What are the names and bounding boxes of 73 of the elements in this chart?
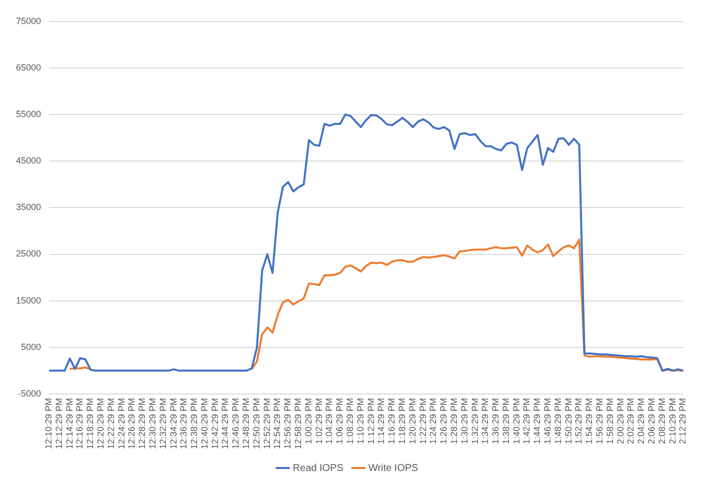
x-tick-label: 2:00:29 PM (615, 398, 626, 444)
x-tick-label: 12:32:29 PM (158, 398, 168, 450)
y-tick-label: 15000 (16, 295, 42, 306)
x-tick-label: 2:10:29 PM (667, 398, 678, 444)
x-tick-label: 2:12:29 PM (678, 398, 688, 444)
x-tick-label: 1:44:29 PM (532, 398, 542, 444)
y-tick-label: 25000 (16, 248, 42, 259)
x-tick-label: 1:06:29 PM (334, 398, 345, 444)
x-tick-label: 1:26:29 PM (438, 398, 449, 444)
x-tick-label: 12:52:29 PM (262, 398, 272, 450)
x-tick-label: 12:22:29 PM (106, 398, 116, 450)
x-tick-label: 12:34:29 PM (168, 398, 178, 450)
x-tick-label: 1:24:29 PM (428, 398, 438, 444)
x-tick-label: 12:16:29 PM (74, 398, 85, 450)
x-tick-label: 12:50:29 PM (251, 398, 262, 450)
x-tick-label: 12:24:29 PM (116, 398, 126, 450)
x-tick-label: 12:10:29 PM (44, 398, 54, 450)
x-tick-label: 1:20:29 PM (407, 398, 418, 444)
x-tick-label: 12:42:29 PM (210, 398, 220, 450)
x-tick-label: 1:28:29 PM (448, 398, 459, 444)
x-tick-label: 1:36:29 PM (490, 398, 501, 444)
x-tick-label: 12:56:29 PM (282, 398, 293, 450)
x-tick-label: 1:42:29 PM (522, 398, 532, 444)
x-tick-label: 1:22:29 PM (418, 398, 428, 444)
x-tick-label: 1:38:29 PM (500, 398, 511, 444)
x-tick-label: 1:34:29 PM (480, 398, 490, 444)
x-tick-label: 1:02:29 PM (314, 398, 324, 444)
y-tick-label: 35000 (16, 202, 42, 212)
y-tick-label: -5000 (18, 388, 42, 398)
x-tick-label: 12:26:29 PM (126, 398, 137, 450)
x-tick-label: 1:00:29 PM (303, 398, 314, 444)
x-tick-label: 2:06:29 PM (646, 398, 656, 444)
x-tick-label: 12:12:29 PM (54, 398, 64, 450)
x-tick-label: 12:48:29 PM (241, 398, 252, 450)
x-tick-label: 1:18:29 PM (396, 398, 407, 444)
x-tick-label: 2:04:29 PM (636, 398, 646, 444)
x-tick-label: 1:52:29 PM (574, 398, 584, 444)
legend-label: Write IOPS (368, 462, 419, 474)
x-tick-label: 1:58:29 PM (604, 398, 615, 444)
y-tick-label: 75000 (16, 16, 42, 26)
x-tick-label: 12:58:29 PM (293, 398, 304, 450)
x-tick-label: 12:46:29 PM (230, 398, 241, 450)
x-tick-label: 12:14:29 PM (64, 398, 74, 450)
x-tick-label: 12:40:29 PM (199, 398, 210, 450)
y-tick-label: 65000 (16, 62, 42, 72)
x-tick-label: 12:30:29 PM (147, 398, 158, 450)
x-tick-label: 2:08:29 PM (656, 398, 667, 444)
x-tick-label: 1:46:29 PM (542, 398, 553, 444)
x-tick-label: 1:40:29 PM (511, 398, 522, 444)
x-tick-label: 1:56:29 PM (594, 398, 605, 444)
y-tick-label: 55000 (16, 109, 42, 120)
x-tick-label: 12:38:29 PM (189, 398, 200, 450)
x-tick-label: 1:54:29 PM (584, 398, 594, 444)
y-tick-label: 5000 (20, 342, 42, 352)
x-tick-label: 12:44:29 PM (220, 398, 230, 450)
x-tick-label: 1:10:29 PM (355, 398, 366, 444)
x-tick-label: 12:54:29 PM (272, 398, 282, 450)
legend-label: Read IOPS (292, 462, 344, 474)
x-tick-label: 1:30:29 PM (459, 398, 470, 444)
y-tick-label: 45000 (16, 156, 42, 166)
x-tick-label: 1:14:29 PM (376, 398, 386, 444)
x-tick-label: 1:32:29 PM (470, 398, 480, 444)
x-tick-label: 1:08:29 PM (345, 398, 356, 444)
x-tick-label: 12:18:29 PM (85, 398, 96, 450)
x-tick-label: 12:20:29 PM (95, 398, 106, 450)
x-tick-label: 1:12:29 PM (366, 398, 376, 444)
x-tick-label: 1:04:29 PM (324, 398, 334, 444)
x-tick-label: 12:36:29 PM (178, 398, 189, 450)
x-tick-label: 1:50:29 PM (563, 398, 574, 444)
x-tick-label: 1:48:29 PM (552, 398, 563, 444)
x-tick-label: 12:28:29 PM (137, 398, 148, 450)
x-tick-label: 2:02:29 PM (626, 398, 636, 444)
x-tick-label: 1:16:29 PM (386, 398, 397, 444)
